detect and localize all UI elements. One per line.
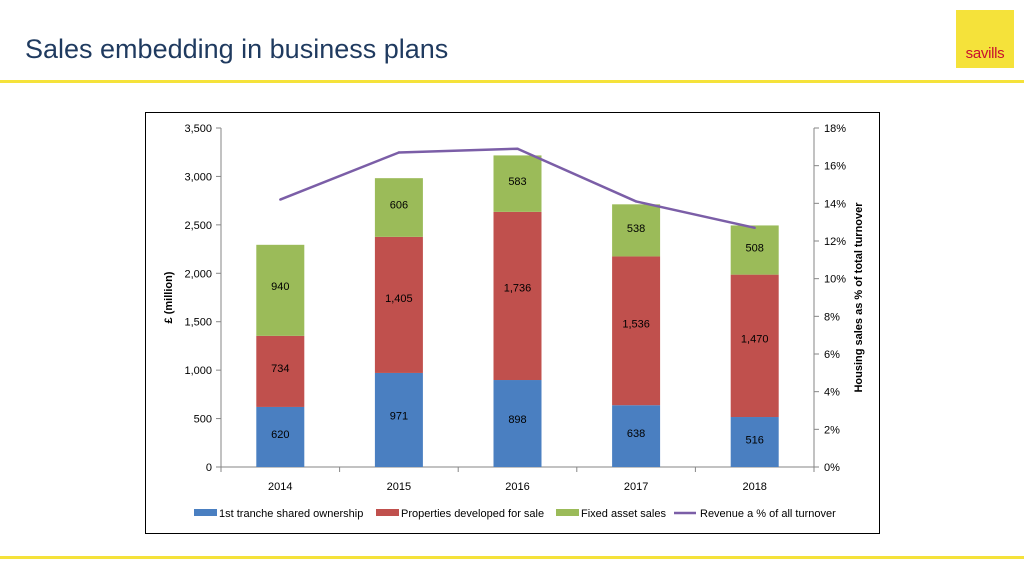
bar-data-label: 898 [508, 414, 526, 426]
bar-segment [493, 211, 542, 381]
bar-data-label: 583 [508, 176, 526, 188]
legend-label: Fixed asset sales [581, 508, 666, 520]
y-tick-label: 1,000 [184, 365, 212, 377]
bar-data-label: 1,736 [504, 283, 532, 295]
y2-axis-title: Housing sales as % of total turnover [853, 202, 865, 393]
bar-data-label: 508 [746, 243, 764, 255]
line-point [753, 226, 756, 230]
y2-tick-label: 8% [824, 311, 840, 323]
bar-segment [493, 155, 542, 212]
bar-data-label: 606 [390, 200, 408, 212]
x-tick-label: 2018 [742, 481, 766, 493]
x-tick-label: 2014 [268, 481, 292, 493]
bar-data-label: 538 [627, 223, 645, 235]
bar-segment [374, 178, 423, 237]
y2-tick-label: 18% [824, 123, 846, 135]
y2-tick-label: 10% [824, 274, 846, 286]
line-point [516, 147, 519, 150]
line-point [279, 198, 282, 201]
bar-segment [612, 405, 661, 467]
bar-data-label: 971 [390, 410, 408, 422]
bar-segment [612, 204, 661, 257]
y-tick-label: 0 [206, 462, 212, 474]
line-point [634, 200, 638, 203]
bar-data-label: 1,470 [741, 334, 769, 346]
y-tick-label: 1,500 [184, 317, 212, 329]
stacked-bar-chart: 0 500 1,000 1,500 2,000 2,500 3,000 3,500 0% 2% 4%… [163, 123, 865, 520]
chart-container: 0 500 1,000 1,500 2,000 2,500 3,000 3,500 0% 2% 4%… [145, 112, 880, 534]
bar-data-label: 734 [271, 363, 289, 375]
y2-tick-label: 14% [824, 198, 846, 210]
line-point [397, 151, 401, 154]
legend-label: Revenue a % of all turnover [700, 508, 836, 520]
legend-label: 1st tranche shared ownership [219, 508, 363, 520]
legend-swatch [556, 509, 579, 516]
y2-tick-label: 6% [824, 349, 840, 361]
y-tick-label: 3,500 [184, 123, 212, 135]
bar-data-label: 1,536 [622, 318, 650, 330]
bar-segment [374, 372, 423, 467]
bar-segment [612, 256, 661, 406]
top-divider [0, 80, 1024, 83]
bar-data-label: 620 [271, 429, 289, 441]
y-axis-title: £ (million) [163, 271, 175, 323]
y2-tick-label: 16% [824, 161, 846, 173]
y2-tick-label: 2% [824, 424, 840, 436]
bar-data-label: 516 [746, 435, 764, 447]
bar-segment [256, 335, 305, 407]
y2-tick-label: 4% [824, 387, 840, 399]
y-tick-label: 2,000 [184, 268, 212, 280]
bar-segment [730, 225, 779, 275]
legend-swatch [194, 509, 217, 516]
bar-data-label: 940 [271, 281, 289, 293]
y-tick-label: 500 [194, 414, 212, 426]
bar-segment [730, 417, 779, 467]
y-tick-label: 3,000 [184, 171, 212, 183]
legend-swatch [376, 509, 399, 516]
bar-data-label: 1,405 [385, 293, 413, 305]
x-tick-label: 2015 [387, 481, 411, 493]
x-tick-label: 2016 [505, 481, 529, 493]
y2-tick-label: 0% [824, 462, 840, 474]
bottom-divider [0, 556, 1024, 559]
savills-logo: savills [956, 10, 1014, 68]
x-tick-label: 2017 [624, 481, 648, 493]
bar-segment [374, 236, 423, 373]
bar-segment [493, 380, 542, 467]
bar-segment [256, 406, 305, 467]
page-title: Sales embedding in business plans [25, 34, 449, 64]
logo-text: savills [965, 45, 1005, 62]
bar-data-label: 638 [627, 428, 645, 440]
y2-tick-label: 12% [824, 236, 846, 248]
y-tick-label: 2,500 [184, 220, 212, 232]
bar-segment [256, 244, 305, 336]
legend-label: Properties developed for sale [401, 508, 544, 520]
bar-segment [730, 274, 779, 418]
